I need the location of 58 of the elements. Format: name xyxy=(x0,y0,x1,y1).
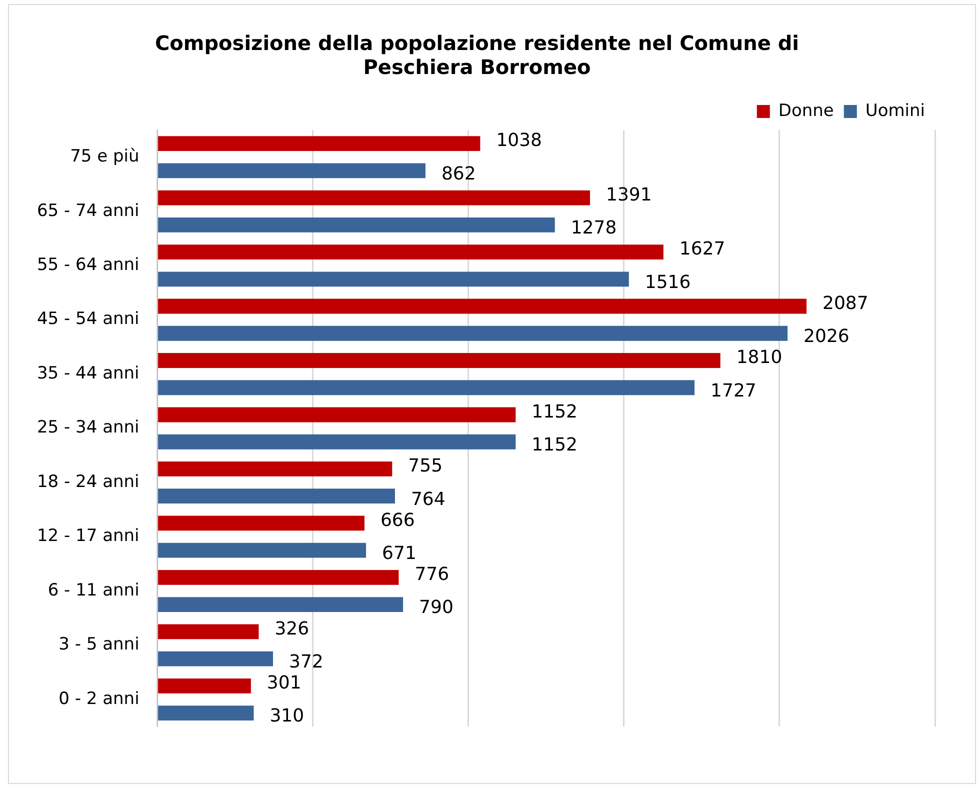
bar xyxy=(158,244,664,260)
y-tick-label: 18 - 24 anni xyxy=(36,472,140,492)
bar xyxy=(158,678,251,694)
data-label: 1727 xyxy=(710,380,756,402)
bar xyxy=(158,597,404,612)
y-tick-label: 12 - 17 anni xyxy=(36,526,140,546)
chart-title: Composizione della popolazione residente nel Comune di Peschiera Borromeo xyxy=(154,31,800,80)
bar xyxy=(158,298,807,314)
y-tick-label: 3 - 5 anni xyxy=(58,634,140,655)
bar xyxy=(158,407,516,422)
data-label: 862 xyxy=(441,163,476,184)
data-label: 666 xyxy=(380,510,415,531)
bar xyxy=(158,190,590,206)
data-label: 1152 xyxy=(532,401,578,422)
bar xyxy=(158,163,426,178)
data-label: 2087 xyxy=(822,292,868,314)
data-label: 301 xyxy=(266,672,302,694)
data-label: 1278 xyxy=(570,218,617,239)
data-label: 790 xyxy=(419,597,454,618)
y-tick-label: 25 - 34 anni xyxy=(36,418,140,438)
bar xyxy=(158,462,392,476)
data-label: 326 xyxy=(274,618,310,640)
data-label: 2026 xyxy=(804,326,850,348)
data-label: 1516 xyxy=(644,272,691,293)
y-tick-label: 75 e più xyxy=(70,146,140,167)
data-label: 310 xyxy=(270,706,304,727)
bar xyxy=(158,353,720,368)
y-tick-label: 55 - 64 anni xyxy=(36,255,140,276)
bar xyxy=(158,272,629,287)
bar xyxy=(158,624,259,640)
legend-label: Donne xyxy=(778,100,834,121)
data-label: 755 xyxy=(408,456,443,477)
data-label: 1152 xyxy=(532,434,578,456)
bar xyxy=(158,706,254,720)
bar xyxy=(158,488,395,504)
bar xyxy=(158,326,788,341)
bar xyxy=(158,380,695,396)
bar xyxy=(158,570,399,585)
y-tick-label: 6 - 11 anni xyxy=(48,580,140,600)
bar xyxy=(158,217,555,232)
bar xyxy=(158,651,274,666)
data-label: 764 xyxy=(410,488,446,510)
bar xyxy=(158,516,364,531)
bar xyxy=(158,136,480,152)
data-label: 1038 xyxy=(496,130,542,152)
bar xyxy=(158,434,516,450)
bar xyxy=(158,542,366,558)
y-tick-label: 0 - 2 anni xyxy=(58,688,140,709)
data-label: 372 xyxy=(289,651,324,672)
data-label: 1810 xyxy=(736,347,782,368)
data-label: 776 xyxy=(414,564,450,586)
data-label: 1627 xyxy=(679,238,726,260)
data-label: 1391 xyxy=(606,184,652,206)
legend-label: Uomini xyxy=(865,100,925,121)
y-tick-label: 65 - 74 anni xyxy=(36,200,140,221)
data-label: 671 xyxy=(382,543,416,564)
y-tick-label: 35 - 44 anni xyxy=(36,363,140,384)
y-tick-label: 45 - 54 anni xyxy=(36,309,140,330)
